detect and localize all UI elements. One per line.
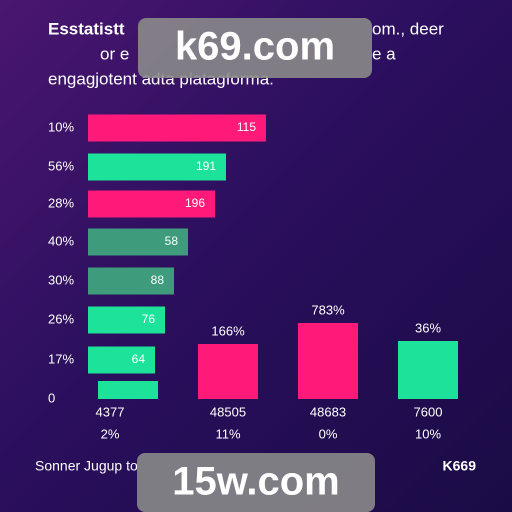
watermark: k69.com: [175, 25, 335, 69]
column-bottom-label: 48505: [210, 404, 246, 419]
title-line: or e: [100, 44, 129, 63]
watermark: 15w.com: [172, 460, 339, 504]
row-label: 28%: [48, 195, 74, 210]
column-bottom-label: 2%: [101, 426, 120, 441]
watermark-box: [138, 18, 372, 78]
row-label: 40%: [48, 233, 74, 248]
title-line: Esstatistt: [48, 19, 125, 38]
bar-label: 76: [142, 312, 156, 326]
column-bottom-label: 7600: [414, 404, 443, 419]
row-label: 17%: [48, 351, 74, 366]
bar-label: 196: [185, 196, 205, 210]
row-label: 10%: [48, 119, 74, 134]
bar-label: 115: [237, 120, 256, 134]
column-top-label: 166%: [211, 323, 245, 338]
column-bottom-label: 48683: [310, 404, 346, 419]
column-bottom-label: 4377: [96, 404, 125, 419]
column-bottom-label: 0%: [319, 426, 338, 441]
column-bar: [398, 341, 458, 399]
bar: [88, 114, 266, 142]
column-top-label: 36%: [415, 320, 441, 335]
title-line: om., deer: [372, 19, 444, 38]
bar: [88, 153, 226, 181]
bar-label: 191: [196, 159, 216, 173]
bar-label: 58: [165, 234, 179, 248]
column-bottom-label: 11%: [215, 426, 240, 441]
row-label: 0: [48, 390, 55, 405]
row-label: 26%: [48, 311, 74, 326]
column-bottom-label: 10%: [415, 426, 441, 441]
row-label: 56%: [48, 158, 74, 173]
column-bar: [198, 344, 258, 399]
row-label: 30%: [48, 272, 74, 287]
bar: [88, 267, 174, 295]
bar-label: 88: [151, 273, 165, 287]
bar: [88, 228, 188, 256]
column-top-label: 783%: [311, 302, 345, 317]
footer-left: Sonner Jugup to: [35, 458, 138, 474]
bar: [88, 346, 155, 374]
watermark-box: [137, 453, 375, 512]
column-bar: [298, 323, 358, 399]
bar: [98, 381, 158, 399]
bar: [88, 306, 165, 334]
footer-right: K669: [443, 458, 477, 474]
title-line: e a: [372, 44, 396, 63]
bar: [88, 190, 215, 218]
bar-label: 64: [132, 352, 146, 366]
